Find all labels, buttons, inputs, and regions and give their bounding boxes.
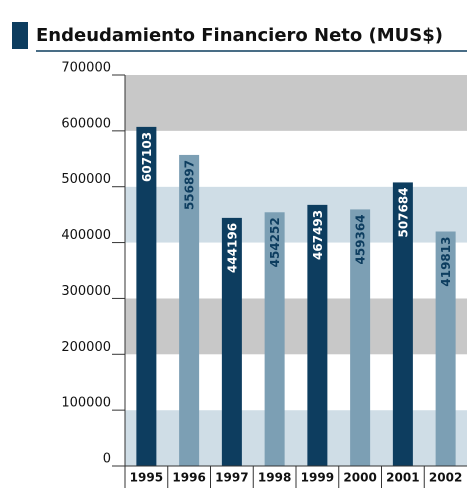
x-tick-label: 1998 [258,471,291,485]
bar [392,182,413,466]
value-label: 607103 [140,132,154,182]
bar [221,217,242,466]
background-band [125,186,467,243]
y-tick-label: 300000 [61,284,111,299]
background-band [125,75,467,131]
background-band [125,298,467,355]
y-tick-label: 100000 [61,396,111,411]
x-tick-label: 2002 [429,471,462,485]
value-label: 556897 [183,160,197,210]
value-label: 454252 [268,217,282,267]
background-band [125,242,467,299]
y-tick-label: 0 [103,452,111,467]
background-band [125,354,467,411]
bar [350,209,371,466]
x-tick-label: 1996 [172,471,205,485]
y-tick-label: 700000 [61,61,111,76]
bar [307,204,328,466]
bar [264,212,285,466]
x-tick-label: 2001 [386,471,419,485]
y-tick-label: 500000 [61,172,111,187]
chart-title: Endeudamiento Financiero Neto (MUS$) [36,25,443,46]
x-tick-label: 1995 [130,471,163,485]
value-label: 444196 [225,223,239,273]
x-tick-label: 1997 [215,471,248,485]
value-label: 419813 [439,237,453,287]
x-tick-label: 2000 [343,471,376,485]
y-tick-label: 600000 [61,116,111,131]
background-band [125,130,467,187]
y-tick-label: 200000 [61,340,111,355]
y-tick-label: 400000 [61,228,111,243]
background-band [125,410,467,466]
title-marker [12,22,28,49]
value-label: 507684 [396,187,410,237]
value-label: 459364 [354,214,368,264]
bar [179,154,200,467]
bar [136,126,157,466]
value-label: 467493 [311,210,325,260]
x-tick-label: 1999 [301,471,334,485]
bar [435,231,456,466]
